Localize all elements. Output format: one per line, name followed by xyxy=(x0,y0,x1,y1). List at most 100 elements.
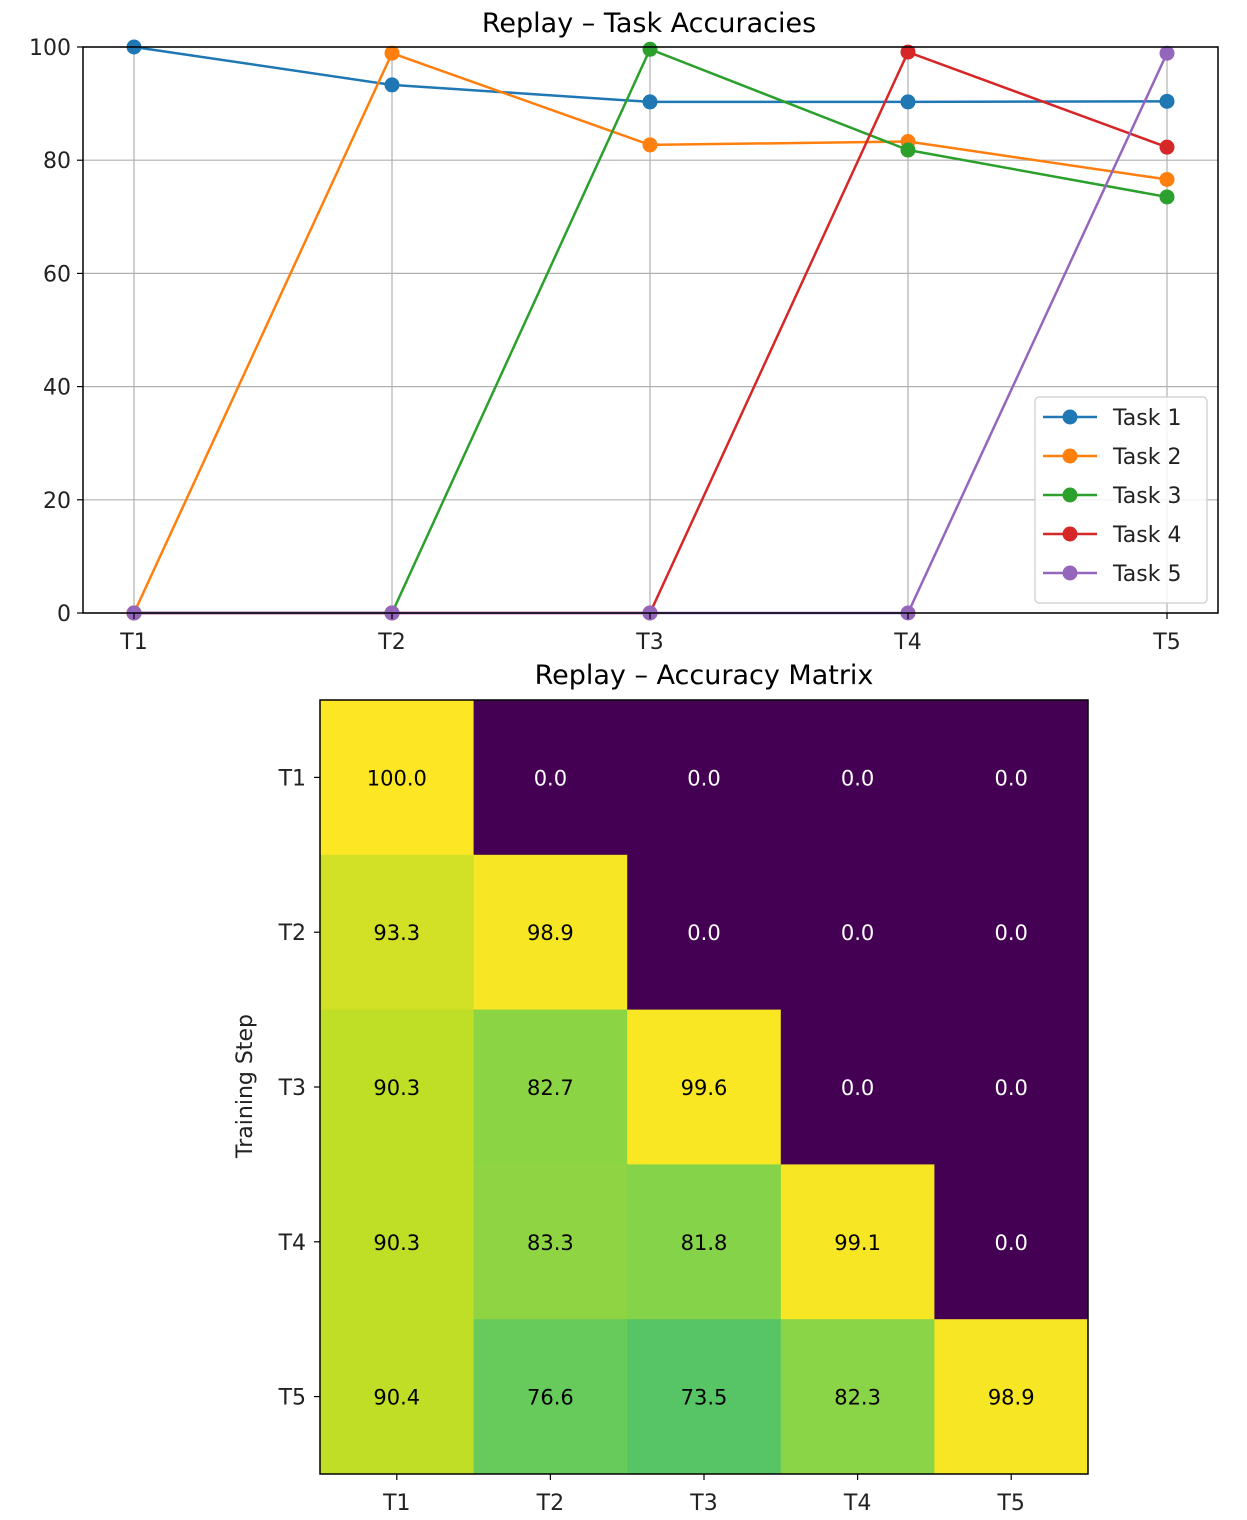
heatmap-cell xyxy=(627,700,782,856)
heatmap-cell xyxy=(627,854,782,1011)
x-tick-label: T4 xyxy=(893,630,921,655)
y-tick-label: T2 xyxy=(278,921,306,946)
data-point xyxy=(642,41,658,57)
cell-value-label: 83.3 xyxy=(527,1231,574,1255)
cell-value-label: 90.3 xyxy=(373,1076,420,1100)
heatmap-ylabel: Training Step xyxy=(233,1014,258,1159)
x-tick-label: T3 xyxy=(635,630,663,655)
data-point xyxy=(1159,93,1175,109)
heatmap-chart: Replay – Accuracy Matrix 100.0 0.0 0.0 0.0 0… xyxy=(233,660,1089,1516)
heatmap-cell xyxy=(473,1009,628,1165)
data-point xyxy=(1159,171,1175,187)
line-axes: 0 20 40 60 80 100 T1 T2 T3 T4 T5 xyxy=(29,36,1181,655)
y-tick-label: 20 xyxy=(43,489,71,514)
data-point xyxy=(642,94,658,110)
heatmap-cell xyxy=(934,1164,1089,1320)
y-tick-label: T1 xyxy=(278,766,306,791)
data-point xyxy=(900,94,916,110)
cell-value-label: 90.3 xyxy=(373,1231,420,1255)
y-tick-label: T4 xyxy=(278,1231,306,1256)
heatmap-cell xyxy=(320,700,475,856)
y-tick-label: 40 xyxy=(43,376,71,401)
legend-marker xyxy=(1062,448,1078,464)
legend-label: Task 5 xyxy=(1112,562,1181,587)
cell-value-label: 100.0 xyxy=(367,766,427,790)
heatmap-cell xyxy=(780,1009,935,1165)
cell-value-label: 0.0 xyxy=(994,921,1027,945)
heatmap-cell xyxy=(473,854,628,1011)
heatmap-cell xyxy=(934,854,1089,1011)
y-tick-label: 0 xyxy=(57,602,71,627)
x-tick-label: T5 xyxy=(996,1491,1024,1516)
line-chart: Replay – Task Accuracies 0 20 40 60 80 100 T1 T… xyxy=(29,8,1219,655)
y-tick-label: T5 xyxy=(278,1386,306,1411)
heatmap-cell xyxy=(780,700,935,856)
cell-value-label: 0.0 xyxy=(534,766,567,790)
x-tick-label: T1 xyxy=(382,1491,410,1516)
line-chart-title: Replay – Task Accuracies xyxy=(482,8,816,39)
legend-marker xyxy=(1062,487,1078,503)
heatmap-cell xyxy=(473,700,628,856)
data-point xyxy=(384,77,400,93)
data-point xyxy=(900,142,916,158)
cell-value-label: 76.6 xyxy=(527,1386,574,1410)
heatmap-cell xyxy=(780,1164,935,1320)
legend-entry: Task 1 xyxy=(1043,406,1181,431)
cell-value-label: 81.8 xyxy=(681,1231,728,1255)
heatmap-cell xyxy=(320,1009,475,1165)
legend-label: Task 3 xyxy=(1112,484,1181,509)
data-point xyxy=(1159,139,1175,155)
data-point xyxy=(642,137,658,153)
x-tick-label: T5 xyxy=(1152,630,1180,655)
cell-value-label: 93.3 xyxy=(373,921,420,945)
heatmap-cell xyxy=(473,1319,628,1475)
cell-value-label: 0.0 xyxy=(841,766,874,790)
data-point xyxy=(900,44,916,60)
legend-entry: Task 2 xyxy=(1043,445,1181,470)
cell-value-label: 0.0 xyxy=(841,921,874,945)
cell-value-label: 99.6 xyxy=(681,1076,728,1100)
legend-label: Task 1 xyxy=(1112,406,1181,431)
legend-box xyxy=(1034,396,1208,604)
heatmap-cell xyxy=(320,1319,475,1475)
legend-label: Task 4 xyxy=(1112,523,1181,548)
x-tick-label: T4 xyxy=(843,1491,871,1516)
line-legend: Task 1 Task 2 Task 3 Task 4 Task 5 xyxy=(1034,396,1208,604)
x-tick-label: T1 xyxy=(119,630,147,655)
heatmap-cells: 100.0 0.0 0.0 0.0 0.0 93.3 98.9 0.0 0.0 0.0 90.3 82… xyxy=(320,700,1089,1475)
legend-entry: Task 3 xyxy=(1043,484,1181,509)
cell-value-label: 82.3 xyxy=(834,1386,881,1410)
series-1 xyxy=(126,39,1175,110)
heatmap-axes: T1 T2 T3 T4 T5 T1 T2 T3 T4 T5 xyxy=(278,766,1025,1516)
cell-value-label: 99.1 xyxy=(834,1231,881,1255)
heatmap-cell xyxy=(320,1164,475,1320)
heatmap-cell xyxy=(320,854,475,1011)
cell-value-label: 90.4 xyxy=(373,1386,420,1410)
y-tick-label: 60 xyxy=(43,262,71,287)
x-tick-label: T2 xyxy=(377,630,405,655)
x-tick-label: T3 xyxy=(689,1491,717,1516)
y-tick-label: T3 xyxy=(278,1076,306,1101)
cell-value-label: 0.0 xyxy=(687,766,720,790)
heatmap-cell xyxy=(780,1319,935,1475)
legend-marker xyxy=(1062,409,1078,425)
heatmap-title: Replay – Accuracy Matrix xyxy=(535,660,874,691)
cell-value-label: 0.0 xyxy=(994,766,1027,790)
data-point xyxy=(1159,189,1175,205)
heatmap-cell xyxy=(627,1319,782,1475)
cell-value-label: 98.9 xyxy=(988,1386,1035,1410)
x-tick-label: T2 xyxy=(536,1491,564,1516)
y-tick-label: 80 xyxy=(43,149,71,174)
legend-label: Task 2 xyxy=(1112,445,1181,470)
y-tick-label: 100 xyxy=(29,36,71,61)
heatmap-cell xyxy=(934,1009,1089,1165)
cell-value-label: 0.0 xyxy=(687,921,720,945)
cell-value-label: 73.5 xyxy=(681,1386,728,1410)
heatmap-cell xyxy=(934,1319,1089,1475)
legend-entry: Task 4 xyxy=(1043,523,1181,548)
data-point xyxy=(384,45,400,61)
cell-value-label: 98.9 xyxy=(527,921,574,945)
heatmap-cell xyxy=(934,700,1089,856)
legend-entry: Task 5 xyxy=(1043,562,1181,587)
